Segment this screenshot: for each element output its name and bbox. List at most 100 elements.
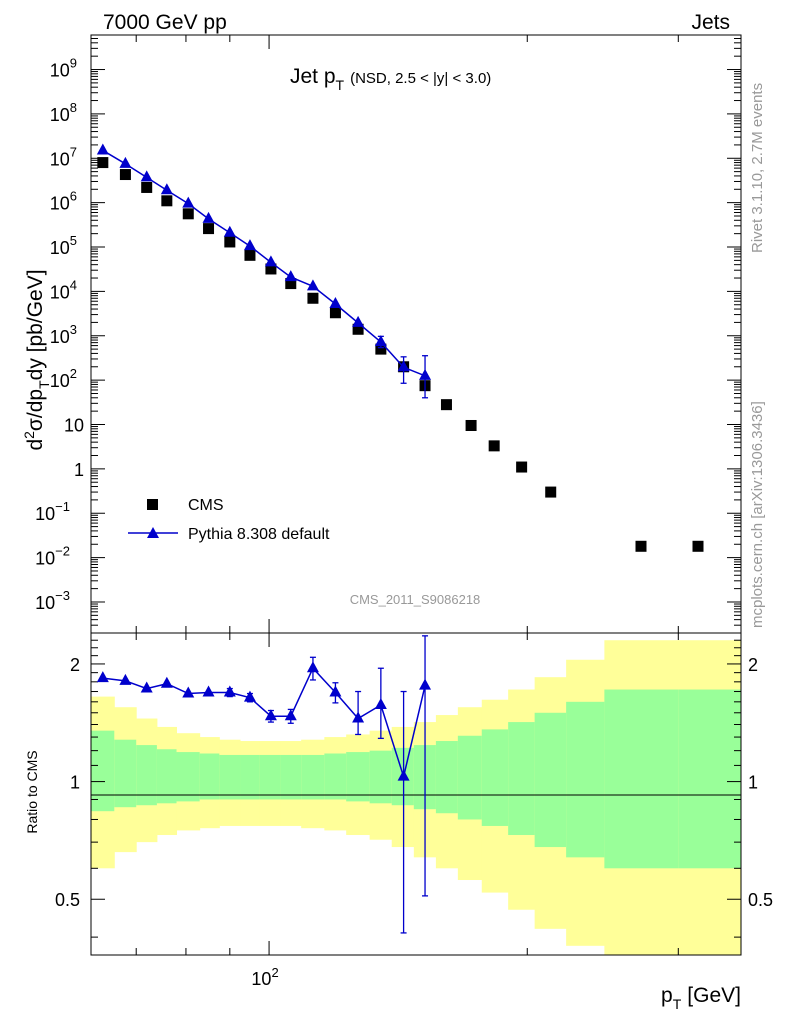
- pythia-ratio-point: [182, 686, 195, 698]
- band-inner: [176, 752, 201, 802]
- cms-data-point: [545, 486, 557, 498]
- pythia-ratio-point: [419, 678, 432, 690]
- band-inner: [604, 689, 679, 869]
- cms-data-point: [285, 278, 297, 290]
- cms-data-point: [329, 307, 341, 319]
- y-tick-label: 105: [50, 233, 77, 258]
- band-inner: [114, 739, 137, 808]
- side-text-mcplots: mcplots.cern.ch [arXiv:1306.3436]: [749, 401, 766, 628]
- band-inner: [280, 754, 302, 800]
- y-tick-label: 109: [50, 56, 77, 81]
- cms-data-point: [307, 292, 319, 304]
- y-axis-label: d2σ/dpTdy [pb/GeV]: [21, 269, 52, 450]
- y-tick-label: 104: [50, 277, 77, 302]
- pythia-ratio-line: [102, 666, 426, 780]
- cms-data-point: [635, 540, 647, 552]
- cms-data-point: [516, 461, 528, 473]
- y-tick-label-exponent: 5: [70, 233, 77, 248]
- main-data-marks: [96, 143, 704, 552]
- cms-data-point: [182, 208, 194, 220]
- legend-marker-cms: [147, 499, 158, 510]
- plot-title: Jet pT (NSD, 2.5 < |y| < 3.0): [290, 65, 491, 93]
- pythia-data-point: [264, 255, 277, 267]
- y-tick-label: 1: [74, 460, 84, 480]
- pythia-ratio-point: [119, 673, 132, 685]
- x-tick-labels: 102: [251, 965, 278, 989]
- pythia-ratio-point: [306, 661, 319, 673]
- pythia-data-point: [119, 156, 132, 168]
- main-axis-ticks: [91, 34, 741, 634]
- side-text-rivet: Rivet 3.1.10, 2.7M events: [749, 83, 766, 253]
- pythia-data-point: [306, 279, 319, 291]
- y-tick-label-exponent: 6: [70, 189, 77, 204]
- pythia-data-point: [243, 239, 256, 251]
- pythia-data-point: [202, 211, 215, 223]
- band-inner: [435, 741, 459, 814]
- pythia-ratio-point: [243, 690, 256, 702]
- legend-marker-pythia: [147, 527, 159, 538]
- pythia-data-point: [397, 360, 410, 372]
- band-inner: [346, 752, 371, 802]
- pythia-data-point: [352, 315, 365, 327]
- pythia-ratio-point: [160, 676, 173, 688]
- band-inner: [219, 754, 241, 800]
- pythia-ratio-point: [329, 685, 342, 697]
- x-tick-label: 102: [251, 965, 278, 989]
- pythia-line: [102, 149, 426, 377]
- y-tick-label: 106: [50, 189, 77, 214]
- pythia-ratio-point: [223, 685, 236, 697]
- ratio-y-axis-label: Ratio to CMS: [24, 750, 40, 833]
- ratio-y-tick-label: 0.5: [55, 890, 80, 910]
- pythia-ratio-point: [284, 709, 297, 721]
- ratio-data-marks: [96, 635, 432, 934]
- y-tick-label-exponent: 3: [70, 322, 77, 337]
- cms-data-point: [203, 223, 215, 235]
- pythia-ratio-point: [140, 681, 153, 693]
- y-tick-label-exponent: −1: [55, 499, 70, 514]
- band-inner: [508, 722, 536, 836]
- cms-data-point: [224, 236, 236, 248]
- y-tick-label: 103: [50, 322, 77, 347]
- pythia-data-point: [284, 270, 297, 282]
- pythia-data-point: [374, 335, 387, 347]
- legend: CMS Pythia 8.308 default: [128, 497, 330, 543]
- cms-data-point: [97, 157, 109, 169]
- band-inner: [534, 712, 567, 848]
- cms-data-point: [141, 181, 153, 193]
- band-inner: [301, 754, 325, 800]
- pythia-data-point: [182, 196, 195, 208]
- y-tick-label: 10−1: [35, 499, 70, 524]
- legend-label-pythia: Pythia 8.308 default: [188, 526, 330, 543]
- y-tick-label-exponent: 2: [70, 366, 77, 381]
- pythia-ratio-point: [397, 769, 410, 781]
- y-tick-label: 107: [50, 144, 77, 169]
- ratio-y-tick-label-right: 1: [748, 773, 758, 793]
- y-tick-label-exponent: 7: [70, 144, 77, 159]
- y-tick-label-exponent: −3: [55, 588, 70, 603]
- cms-data-point: [161, 195, 173, 207]
- header-right: Jets: [691, 11, 730, 34]
- cms-data-point: [265, 263, 277, 275]
- ratio-frame: [90, 632, 742, 956]
- y-tick-label: 108: [50, 100, 77, 125]
- pythia-ratio-point: [352, 711, 365, 723]
- ratio-y-tick-label: 1: [70, 773, 80, 793]
- pythia-ratio-point: [374, 698, 387, 710]
- pythia-ratio-point: [202, 685, 215, 697]
- ratio-y-tick-labels: 0.5 0.5 1 1 2 2: [55, 655, 773, 910]
- pythia-data-point: [140, 170, 153, 182]
- band-inner: [136, 745, 158, 806]
- band-inner: [199, 753, 220, 800]
- pythia-ratio-point: [96, 671, 109, 683]
- header-left: 7000 GeV pp: [103, 11, 227, 34]
- main-y-tick-labels: 10−3 10−2 10−11 10 102 103 104 105 106 107 108 109: [35, 56, 84, 613]
- pythia-data-point: [160, 183, 173, 195]
- band-inner: [678, 689, 742, 869]
- y-tick-label: 10−2: [35, 544, 70, 569]
- band-inner: [324, 753, 347, 800]
- y-tick-label: 10: [64, 415, 84, 435]
- watermark: CMS_2011_S9086218: [350, 592, 481, 607]
- band-inner: [259, 754, 281, 800]
- cms-data-point: [119, 169, 131, 181]
